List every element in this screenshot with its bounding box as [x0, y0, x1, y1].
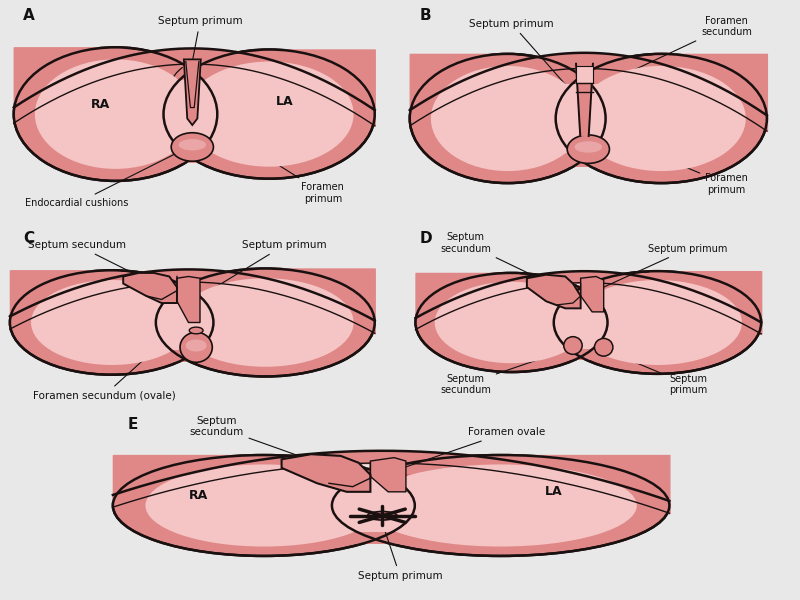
Ellipse shape — [431, 66, 585, 171]
Ellipse shape — [177, 278, 354, 367]
Text: Foramen
primum: Foramen primum — [602, 133, 748, 195]
Text: Septum primum: Septum primum — [358, 525, 442, 581]
Text: Septum secundum: Septum secundum — [28, 240, 151, 283]
Polygon shape — [576, 64, 593, 136]
Ellipse shape — [180, 332, 212, 362]
Ellipse shape — [365, 464, 637, 547]
Text: RA: RA — [189, 488, 208, 502]
Ellipse shape — [185, 62, 354, 167]
Polygon shape — [323, 479, 433, 532]
Polygon shape — [581, 277, 604, 312]
Text: LA: LA — [276, 95, 294, 109]
Ellipse shape — [156, 269, 374, 376]
Text: Foramen ovale: Foramen ovale — [390, 427, 545, 472]
Text: B: B — [419, 8, 431, 23]
Polygon shape — [299, 467, 460, 544]
Polygon shape — [530, 70, 636, 167]
Ellipse shape — [554, 271, 761, 374]
Text: Foramen
secundum: Foramen secundum — [603, 16, 752, 85]
Ellipse shape — [594, 338, 613, 356]
Text: E: E — [128, 416, 138, 431]
Polygon shape — [370, 458, 406, 492]
Text: Septum
secundum: Septum secundum — [440, 232, 547, 283]
Ellipse shape — [556, 54, 767, 183]
Polygon shape — [140, 65, 244, 163]
Ellipse shape — [163, 50, 374, 179]
Polygon shape — [550, 296, 615, 349]
Polygon shape — [177, 277, 200, 323]
Text: D: D — [419, 231, 432, 246]
Text: Endocardial cushions: Endocardial cushions — [26, 151, 182, 208]
Polygon shape — [546, 85, 619, 152]
Ellipse shape — [171, 133, 214, 161]
Text: Septum
secundum: Septum secundum — [190, 416, 321, 464]
Ellipse shape — [31, 280, 192, 365]
Polygon shape — [534, 285, 632, 360]
Ellipse shape — [35, 59, 196, 169]
Text: C: C — [23, 231, 34, 246]
Ellipse shape — [567, 135, 610, 163]
Text: Septum primum: Septum primum — [158, 16, 242, 59]
Ellipse shape — [434, 282, 588, 363]
Text: LA: LA — [545, 485, 562, 498]
Ellipse shape — [113, 455, 414, 556]
Text: Foramen secundum (ovale): Foramen secundum (ovale) — [33, 331, 175, 401]
Ellipse shape — [332, 455, 670, 556]
Ellipse shape — [564, 337, 582, 355]
Polygon shape — [282, 454, 370, 492]
Text: Septum primum: Septum primum — [470, 19, 574, 95]
Text: RA: RA — [90, 98, 110, 110]
Ellipse shape — [415, 273, 607, 372]
Ellipse shape — [573, 280, 742, 365]
Ellipse shape — [367, 511, 397, 520]
Polygon shape — [527, 275, 581, 308]
Text: Septum primum: Septum primum — [598, 244, 728, 289]
Ellipse shape — [146, 464, 382, 547]
Text: Septum
secundum: Septum secundum — [440, 350, 566, 395]
Polygon shape — [156, 80, 227, 148]
Polygon shape — [184, 59, 201, 125]
Ellipse shape — [410, 54, 606, 183]
Ellipse shape — [577, 66, 746, 171]
Text: Septum primum: Septum primum — [194, 240, 326, 300]
Ellipse shape — [14, 47, 218, 181]
Ellipse shape — [190, 327, 203, 334]
Text: A: A — [23, 8, 35, 23]
Ellipse shape — [186, 340, 206, 352]
Polygon shape — [136, 283, 238, 362]
Polygon shape — [576, 66, 593, 83]
Text: Foramen
primum: Foramen primum — [210, 122, 344, 204]
Ellipse shape — [178, 139, 206, 151]
Polygon shape — [123, 273, 177, 303]
Text: Septum
primum: Septum primum — [610, 352, 707, 395]
Polygon shape — [152, 295, 221, 350]
Ellipse shape — [10, 270, 214, 375]
Ellipse shape — [574, 141, 602, 152]
